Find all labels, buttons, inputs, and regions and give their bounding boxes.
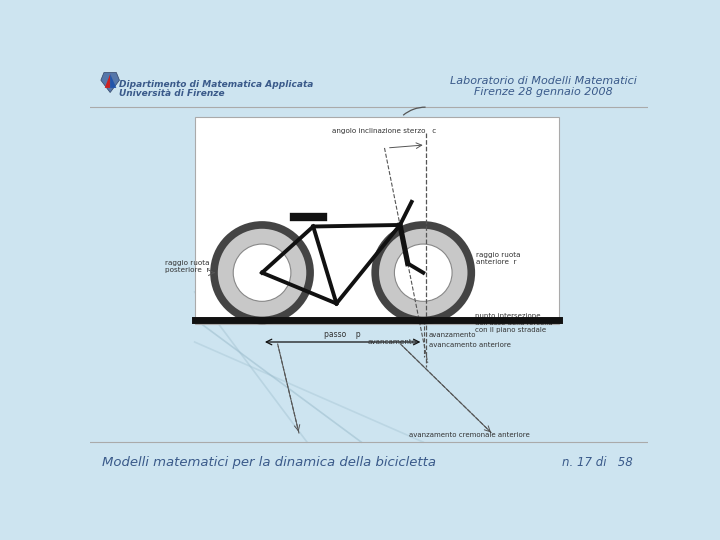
Circle shape — [395, 244, 452, 301]
Polygon shape — [101, 72, 120, 92]
Circle shape — [214, 225, 310, 320]
Text: Laboratorio di Modelli Matematici
Firenze 28 gennaio 2008: Laboratorio di Modelli Matematici Firenz… — [449, 76, 636, 97]
Circle shape — [233, 244, 291, 301]
Text: raggio ruota
posteriore  r: raggio ruota posteriore r — [165, 260, 210, 273]
Polygon shape — [110, 74, 117, 88]
Polygon shape — [104, 74, 110, 88]
Text: angolo inclinazione sterzo   c: angolo inclinazione sterzo c — [333, 127, 436, 133]
Text: Dipartimento di Matematica Applicata: Dipartimento di Matematica Applicata — [120, 80, 314, 89]
Circle shape — [375, 225, 472, 320]
Text: raggio ruota
anteriore  r: raggio ruota anteriore r — [476, 252, 521, 265]
Text: n. 17 di   58: n. 17 di 58 — [562, 456, 632, 469]
Text: passo    p: passo p — [324, 329, 361, 339]
Text: avancamento: avancamento — [367, 339, 416, 345]
Text: Modelli matematici per la dinamica della bicicletta: Modelli matematici per la dinamica della… — [102, 456, 436, 469]
Text: avanzamento: avanzamento — [428, 333, 476, 339]
Text: Università di Firenze: Università di Firenze — [120, 89, 225, 98]
FancyBboxPatch shape — [194, 117, 559, 323]
Text: avanzamento cremonale anteriore: avanzamento cremonale anteriore — [410, 433, 530, 438]
Text: punto intersezione
dell'asse della forcella
con il piano stradale: punto intersezione dell'asse della force… — [475, 313, 553, 333]
Text: avancamento anteriore: avancamento anteriore — [428, 342, 510, 348]
